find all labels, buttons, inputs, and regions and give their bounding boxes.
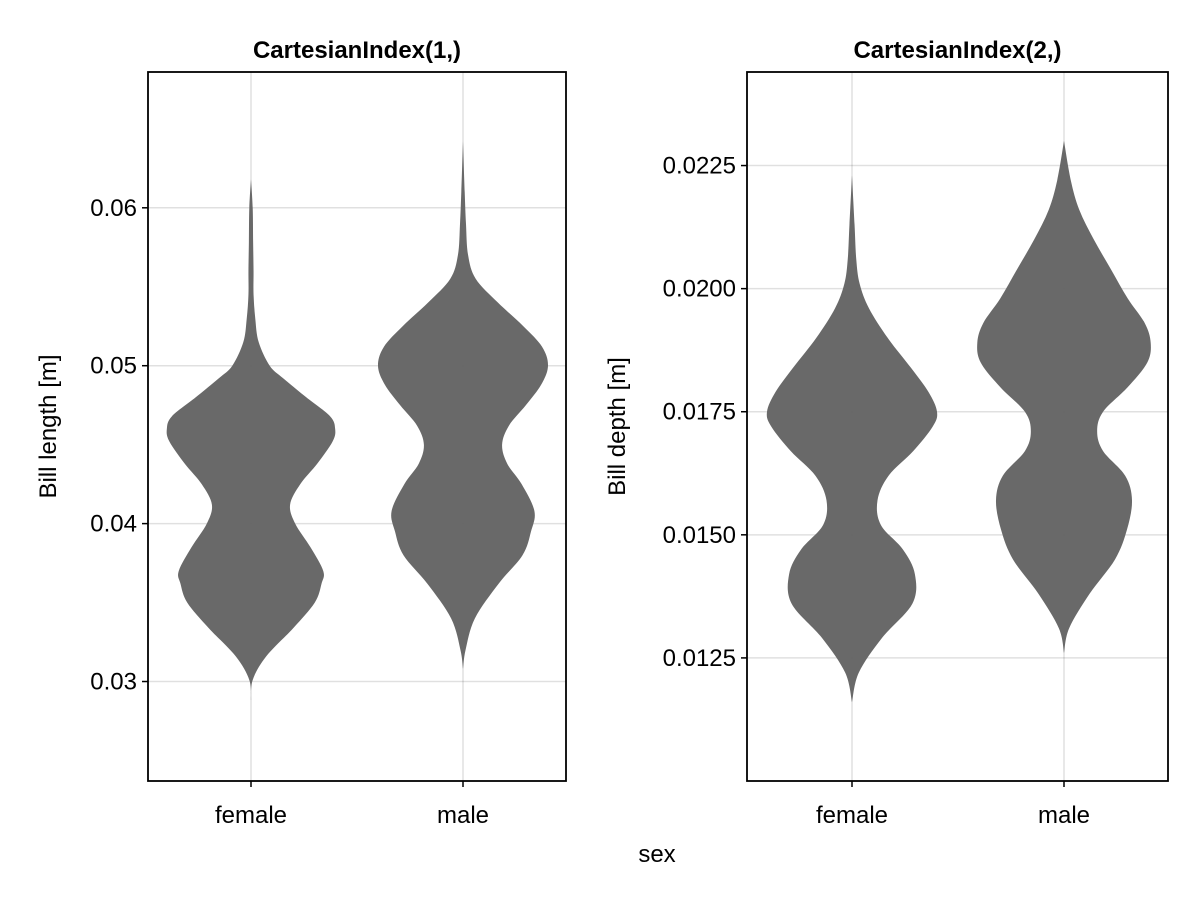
y-tick-label: 0.0150 bbox=[663, 522, 736, 549]
x-tick-label-female: female bbox=[816, 802, 888, 829]
y-axis-label: Bill depth [m] bbox=[604, 357, 631, 496]
shared-x-axis-label: sex bbox=[638, 841, 675, 868]
violin-male bbox=[977, 140, 1151, 653]
violin-female bbox=[166, 179, 336, 701]
y-tick-label: 0.0225 bbox=[663, 153, 736, 180]
y-tick-label: 0.03 bbox=[90, 669, 137, 696]
violin-female bbox=[766, 175, 938, 703]
y-tick-label: 0.0200 bbox=[663, 276, 736, 303]
y-tick-label: 0.0125 bbox=[663, 645, 736, 672]
x-tick-label-male: male bbox=[1038, 802, 1090, 829]
violin-male bbox=[377, 141, 549, 669]
panel-title: CartesianIndex(1,) bbox=[253, 37, 461, 64]
panel-2: 0.0125 0.0150 0.0175 0.0200 0.0225 female male… bbox=[604, 37, 1169, 829]
y-tick-label: 0.05 bbox=[90, 353, 137, 380]
x-tick-label-male: male bbox=[437, 802, 489, 829]
y-axis-label: Bill length [m] bbox=[35, 354, 62, 498]
panels-layer: 0.03 0.04 0.05 0.06 female male CartesianIndex… bbox=[35, 37, 1169, 829]
x-tick-label-female: female bbox=[215, 802, 287, 829]
y-tick-label: 0.04 bbox=[90, 511, 137, 538]
plot-frame bbox=[147, 71, 567, 782]
panel-title: CartesianIndex(2,) bbox=[853, 37, 1061, 64]
y-tick-label: 0.06 bbox=[90, 195, 137, 222]
y-tick-label: 0.0175 bbox=[663, 399, 736, 426]
plot-frame bbox=[746, 71, 1169, 782]
panel-1: 0.03 0.04 0.05 0.06 female male CartesianIndex… bbox=[35, 37, 567, 829]
